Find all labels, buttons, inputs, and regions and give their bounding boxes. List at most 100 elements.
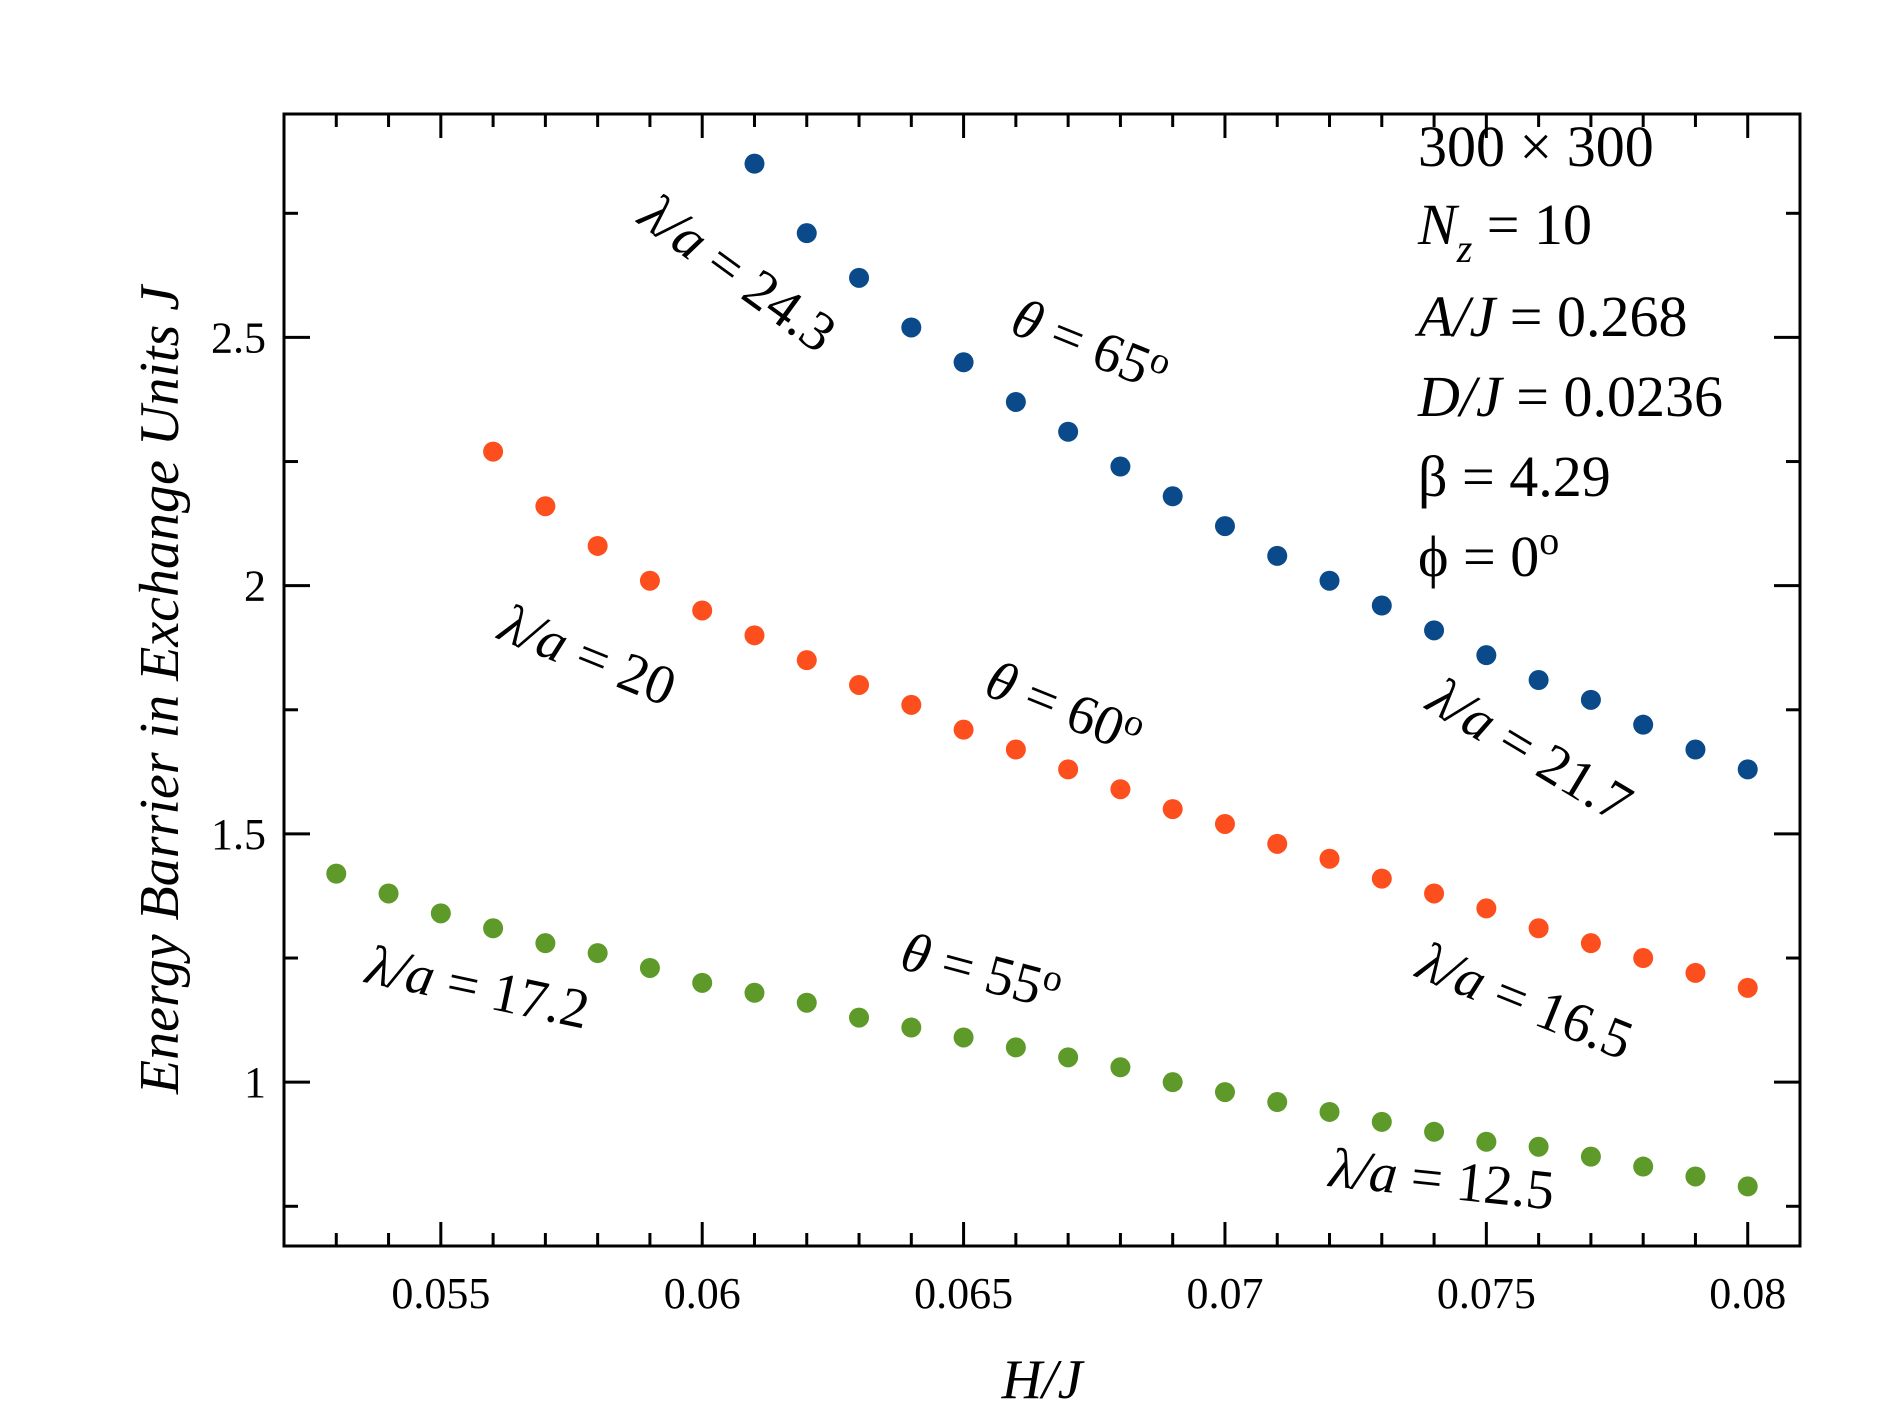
y-axis-title: Energy Barrier in Exchange Units J <box>129 283 191 1095</box>
svg-text:λ/a = 16.5: λ/a = 16.5 <box>1407 930 1641 1073</box>
axis-ticks <box>282 114 1802 1246</box>
param-beta: β = 4.29 <box>1418 444 1611 509</box>
data-point-series-1 <box>796 650 817 671</box>
data-point-series-2 <box>1110 1057 1131 1078</box>
data-point-series-0 <box>1110 456 1131 477</box>
data-point-series-2 <box>535 933 556 954</box>
svg-text:λ/a = 12.5: λ/a = 12.5 <box>1325 1137 1558 1222</box>
data-point-series-2 <box>483 918 504 939</box>
data-point-series-1 <box>1580 933 1601 954</box>
param-nz: Nz = 10 <box>1417 192 1592 271</box>
data-point-series-2 <box>901 1017 922 1038</box>
data-point-series-2 <box>430 903 451 924</box>
annotation-lambda-20: λ/a = 20 <box>489 592 684 719</box>
annotation-lambda-24-3: λ/a = 24.3 <box>627 181 847 365</box>
x-tick-label: 0.065 <box>914 1269 1013 1318</box>
data-point-series-0 <box>1424 620 1445 641</box>
data-point-series-0 <box>1737 759 1758 780</box>
data-point-series-1 <box>587 535 608 556</box>
data-point-series-1 <box>1214 813 1235 834</box>
data-point-series-2 <box>1319 1101 1340 1122</box>
svg-text:θ = 55o: θ = 55o <box>895 919 1068 1023</box>
data-point-series-1 <box>901 694 922 715</box>
data-point-series-0 <box>953 352 974 373</box>
annotation-theta-60: θ = 60o <box>977 647 1151 767</box>
data-point-series-2 <box>1214 1082 1235 1103</box>
data-point-series-1 <box>1424 883 1445 904</box>
data-point-series-2 <box>1685 1166 1706 1187</box>
y-tick-label: 2.5 <box>211 313 266 362</box>
data-point-series-2 <box>1424 1121 1445 1142</box>
data-point-series-0 <box>1633 714 1654 735</box>
data-point-series-1 <box>639 570 660 591</box>
data-point-series-0 <box>849 267 870 288</box>
data-point-series-1 <box>535 496 556 517</box>
data-point-series-0 <box>1214 516 1235 537</box>
y-tick-label: 1 <box>244 1058 266 1107</box>
data-point-series-0 <box>1058 421 1079 442</box>
plot-frame <box>282 112 1802 1248</box>
data-point-series-2 <box>1005 1037 1026 1058</box>
data-point-series-1 <box>1319 848 1340 869</box>
data-point-series-0 <box>901 317 922 338</box>
data-point-series-1 <box>1110 779 1131 800</box>
data-point-series-2 <box>378 883 399 904</box>
data-point-series-1 <box>692 600 713 621</box>
data-point-series-1 <box>1005 739 1026 760</box>
data-point-series-2 <box>744 982 765 1003</box>
data-point-series-1 <box>1267 833 1288 854</box>
data-point-series-0 <box>1476 645 1497 666</box>
data-point-series-1 <box>953 719 974 740</box>
data-point-series-0 <box>1528 670 1549 690</box>
data-point-series-1 <box>1058 759 1079 780</box>
data-point-series-1 <box>1685 962 1706 983</box>
svg-text:λ/a = 20: λ/a = 20 <box>489 592 684 719</box>
parameter-list: 300 × 300 Nz = 10 A/J = 0.268 D/J = 0.02… <box>1414 114 1723 589</box>
data-point-series-0 <box>1371 595 1392 616</box>
axis-tick-labels: 0.055 0.06 0.065 0.07 0.075 0.08 1 1.5 2 2.5 <box>211 313 1786 1318</box>
data-point-series-0 <box>744 153 765 174</box>
data-point-series-0 <box>1580 689 1601 710</box>
annotation-lambda-17-2: λ/a = 17.2 <box>359 934 594 1042</box>
data-point-series-0 <box>1685 739 1706 760</box>
data-points <box>326 153 1758 1197</box>
x-tick-label: 0.08 <box>1709 1269 1786 1318</box>
data-point-series-2 <box>692 972 713 993</box>
data-point-series-2 <box>326 863 347 884</box>
data-point-series-1 <box>849 674 870 695</box>
y-tick-label: 2 <box>244 562 266 611</box>
svg-text:θ = 65o: θ = 65o <box>1003 285 1177 405</box>
data-point-series-2 <box>1058 1047 1079 1068</box>
x-axis-title: H/J <box>1001 1349 1086 1411</box>
annotation-lambda-12-5: λ/a = 12.5 <box>1325 1137 1558 1222</box>
x-tick-label: 0.06 <box>664 1269 741 1318</box>
data-point-series-0 <box>796 223 817 244</box>
svg-text:θ = 60o: θ = 60o <box>977 647 1151 767</box>
annotation-theta-55: θ = 55o <box>895 919 1068 1023</box>
param-phi: ϕ = 0o <box>1418 518 1559 589</box>
param-dj: D/J = 0.0236 <box>1417 364 1723 429</box>
x-tick-label: 0.055 <box>391 1269 490 1318</box>
data-point-series-1 <box>483 441 504 462</box>
x-tick-label: 0.075 <box>1437 1269 1536 1318</box>
data-point-series-2 <box>953 1027 974 1048</box>
x-tick-label: 0.07 <box>1186 1269 1263 1318</box>
data-point-series-1 <box>1162 799 1183 820</box>
data-point-series-2 <box>1371 1111 1392 1132</box>
data-point-series-1 <box>1633 948 1654 969</box>
annotation-lambda-21-7: λ/a = 21.7 <box>1416 665 1643 835</box>
data-point-series-1 <box>1737 977 1758 998</box>
data-point-series-0 <box>1005 391 1026 412</box>
data-point-series-0 <box>1267 545 1288 566</box>
annotation-theta-65: θ = 65o <box>1003 285 1177 405</box>
data-point-series-2 <box>639 957 660 978</box>
data-point-series-1 <box>1476 898 1497 919</box>
data-point-series-2 <box>849 1007 870 1028</box>
data-point-series-2 <box>587 943 608 964</box>
svg-text:λ/a = 24.3: λ/a = 24.3 <box>627 181 847 365</box>
svg-text:λ/a = 21.7: λ/a = 21.7 <box>1416 665 1643 835</box>
param-grid: 300 × 300 <box>1418 114 1654 179</box>
data-point-series-2 <box>796 992 817 1013</box>
data-point-series-1 <box>1528 918 1549 939</box>
